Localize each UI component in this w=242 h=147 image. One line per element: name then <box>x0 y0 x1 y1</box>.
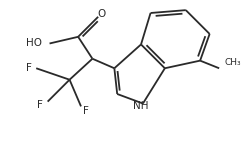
Text: O: O <box>97 9 105 19</box>
Text: F: F <box>83 106 89 116</box>
Text: CH₃: CH₃ <box>225 58 242 67</box>
Text: F: F <box>26 63 31 73</box>
Text: F: F <box>37 100 43 110</box>
Text: NH: NH <box>133 101 149 111</box>
Text: HO: HO <box>26 39 42 49</box>
